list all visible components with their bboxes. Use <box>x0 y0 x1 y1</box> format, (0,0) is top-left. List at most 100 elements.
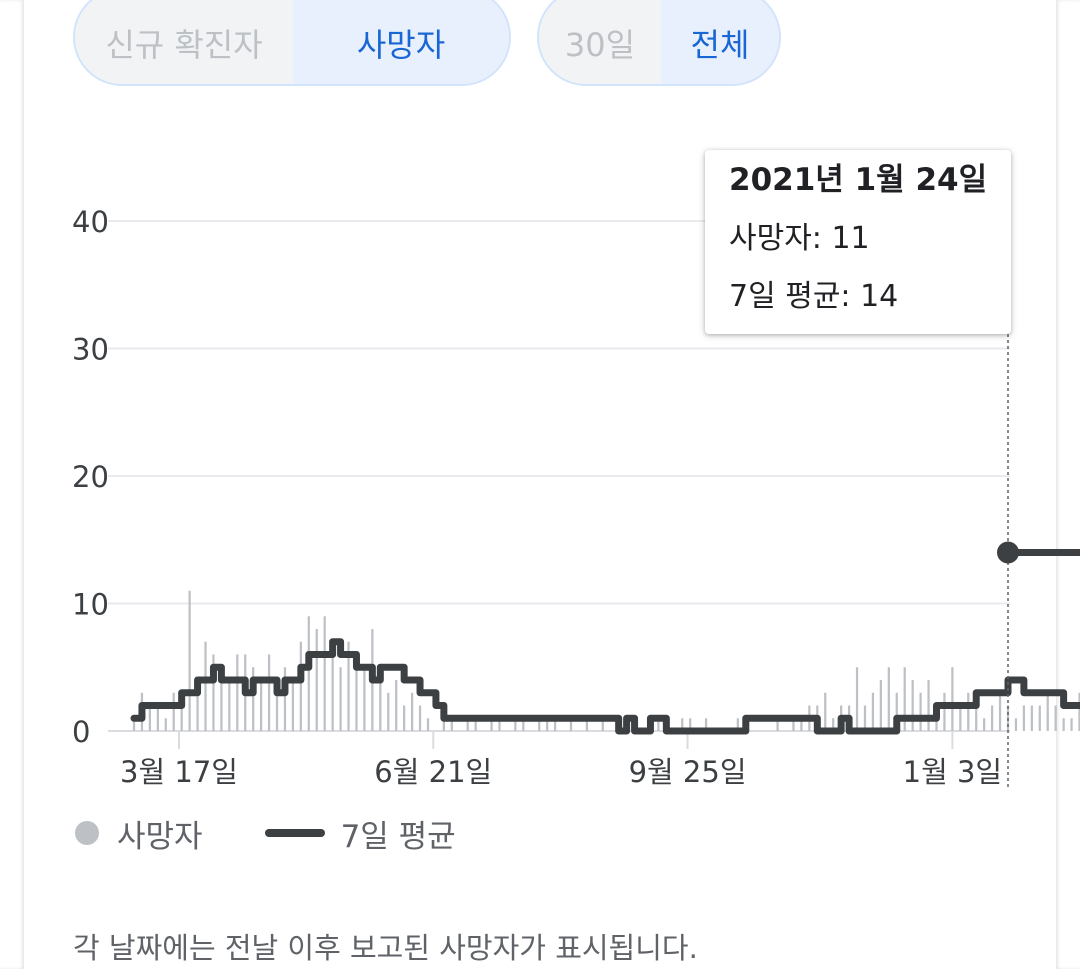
x-tick-label: 6월 21일 <box>374 755 492 789</box>
death-bar <box>188 590 191 731</box>
death-bar <box>1038 705 1041 731</box>
death-bar <box>990 705 994 731</box>
death-bar <box>379 667 382 731</box>
death-bar <box>863 705 867 731</box>
death-bar <box>538 718 541 731</box>
death-bar <box>903 667 906 731</box>
death-bar <box>403 705 406 731</box>
death-bar <box>553 718 557 731</box>
death-bar <box>855 667 859 731</box>
death-bar <box>911 680 914 731</box>
death-bar <box>832 718 835 731</box>
line-legend-label: 7일 평균 <box>340 818 456 855</box>
tooltip-date: 2021년 1월 24일 <box>729 162 988 198</box>
death-bar <box>410 692 414 731</box>
death-bar <box>951 667 954 731</box>
death-bar <box>395 680 398 731</box>
metric-toggle: 신규 확진자 사망자 <box>73 0 511 86</box>
death-bar <box>275 692 279 731</box>
card-right-edge <box>1056 0 1080 969</box>
death-bar <box>418 705 422 731</box>
death-bar <box>323 616 326 731</box>
x-tick-label: 1월 3일 <box>903 755 1002 789</box>
death-bar <box>172 692 175 731</box>
death-bar <box>498 718 501 731</box>
death-bar <box>1054 705 1057 731</box>
death-bar <box>887 667 890 731</box>
death-bar <box>1046 692 1049 731</box>
death-bar <box>800 718 803 731</box>
death-bar <box>569 718 573 731</box>
death-bar <box>132 718 136 731</box>
death-bar <box>347 641 350 731</box>
death-bar <box>339 667 342 731</box>
death-bar <box>474 718 477 731</box>
death-bar <box>895 692 898 731</box>
death-bar <box>546 718 549 731</box>
range-toggle: 30일 전체 <box>537 0 781 86</box>
death-bar <box>331 641 334 731</box>
death-bar <box>879 680 882 731</box>
deaths-chart[interactable]: 0 10 20 30 40 3월 17일 6월 21일 9월 25일 1월 3일 <box>0 0 1080 800</box>
death-bar <box>156 705 159 731</box>
range-all-option[interactable]: 전체 <box>661 0 779 84</box>
y-tick-label: 30 <box>72 333 109 367</box>
death-bar <box>927 680 930 731</box>
death-bar <box>657 718 660 731</box>
new-cases-option[interactable]: 신규 확진자 <box>75 0 293 84</box>
death-bar <box>1022 705 1026 731</box>
death-bar <box>983 718 986 731</box>
death-bar <box>792 718 795 731</box>
bar-legend-label: 사망자 <box>117 818 203 855</box>
death-bar <box>260 680 263 731</box>
death-bar <box>212 654 215 731</box>
death-bar <box>776 718 779 731</box>
y-tick-label: 10 <box>72 588 109 622</box>
death-bar <box>196 680 199 731</box>
death-bar <box>450 718 453 731</box>
x-tick-label: 9월 25일 <box>629 755 747 789</box>
death-bar <box>871 692 875 731</box>
death-bar <box>1062 718 1065 731</box>
death-bar <box>387 692 390 731</box>
chart-footnote: 각 날짜에는 전날 이후 보고된 사망자가 표시됩니다. <box>73 931 698 965</box>
death-bar <box>490 718 493 731</box>
death-bar <box>704 718 708 731</box>
death-bar <box>299 641 302 731</box>
death-bar <box>148 705 152 731</box>
death-bar <box>1030 705 1033 731</box>
bar-legend-swatch <box>75 821 99 845</box>
death-bar <box>998 692 1002 731</box>
death-bar <box>689 718 692 731</box>
x-tick-label: 3월 17일 <box>120 755 238 789</box>
death-bar <box>943 692 946 731</box>
death-bar <box>426 718 430 731</box>
death-bar <box>283 667 287 731</box>
death-bar <box>975 705 978 731</box>
death-bar <box>355 654 358 731</box>
tooltip-average: 7일 평균: 14 <box>729 279 899 314</box>
y-tick-label: 40 <box>72 205 109 239</box>
chart-tooltip: 2021년 1월 24일 사망자: 11 7일 평균: 14 <box>705 150 1011 334</box>
death-bar <box>204 641 207 731</box>
death-bar <box>442 718 445 731</box>
range-30-days-option[interactable]: 30일 <box>539 0 661 84</box>
death-bar <box>315 629 318 731</box>
death-bar <box>824 692 827 731</box>
death-bar <box>601 718 604 731</box>
death-bar <box>585 718 589 731</box>
death-bar <box>959 705 962 731</box>
death-bar <box>736 718 739 731</box>
death-bar <box>466 718 469 731</box>
death-bar <box>164 718 167 731</box>
deaths-option[interactable]: 사망자 <box>293 0 509 84</box>
death-bar <box>681 718 684 731</box>
death-bar <box>307 616 310 731</box>
y-tick-label: 20 <box>72 460 109 494</box>
death-bar <box>919 692 922 731</box>
death-bar <box>514 718 517 731</box>
tooltip-deaths: 사망자: 11 <box>729 221 870 256</box>
death-bar <box>267 654 271 731</box>
line-legend-swatch <box>264 829 325 837</box>
death-bar <box>220 667 223 731</box>
